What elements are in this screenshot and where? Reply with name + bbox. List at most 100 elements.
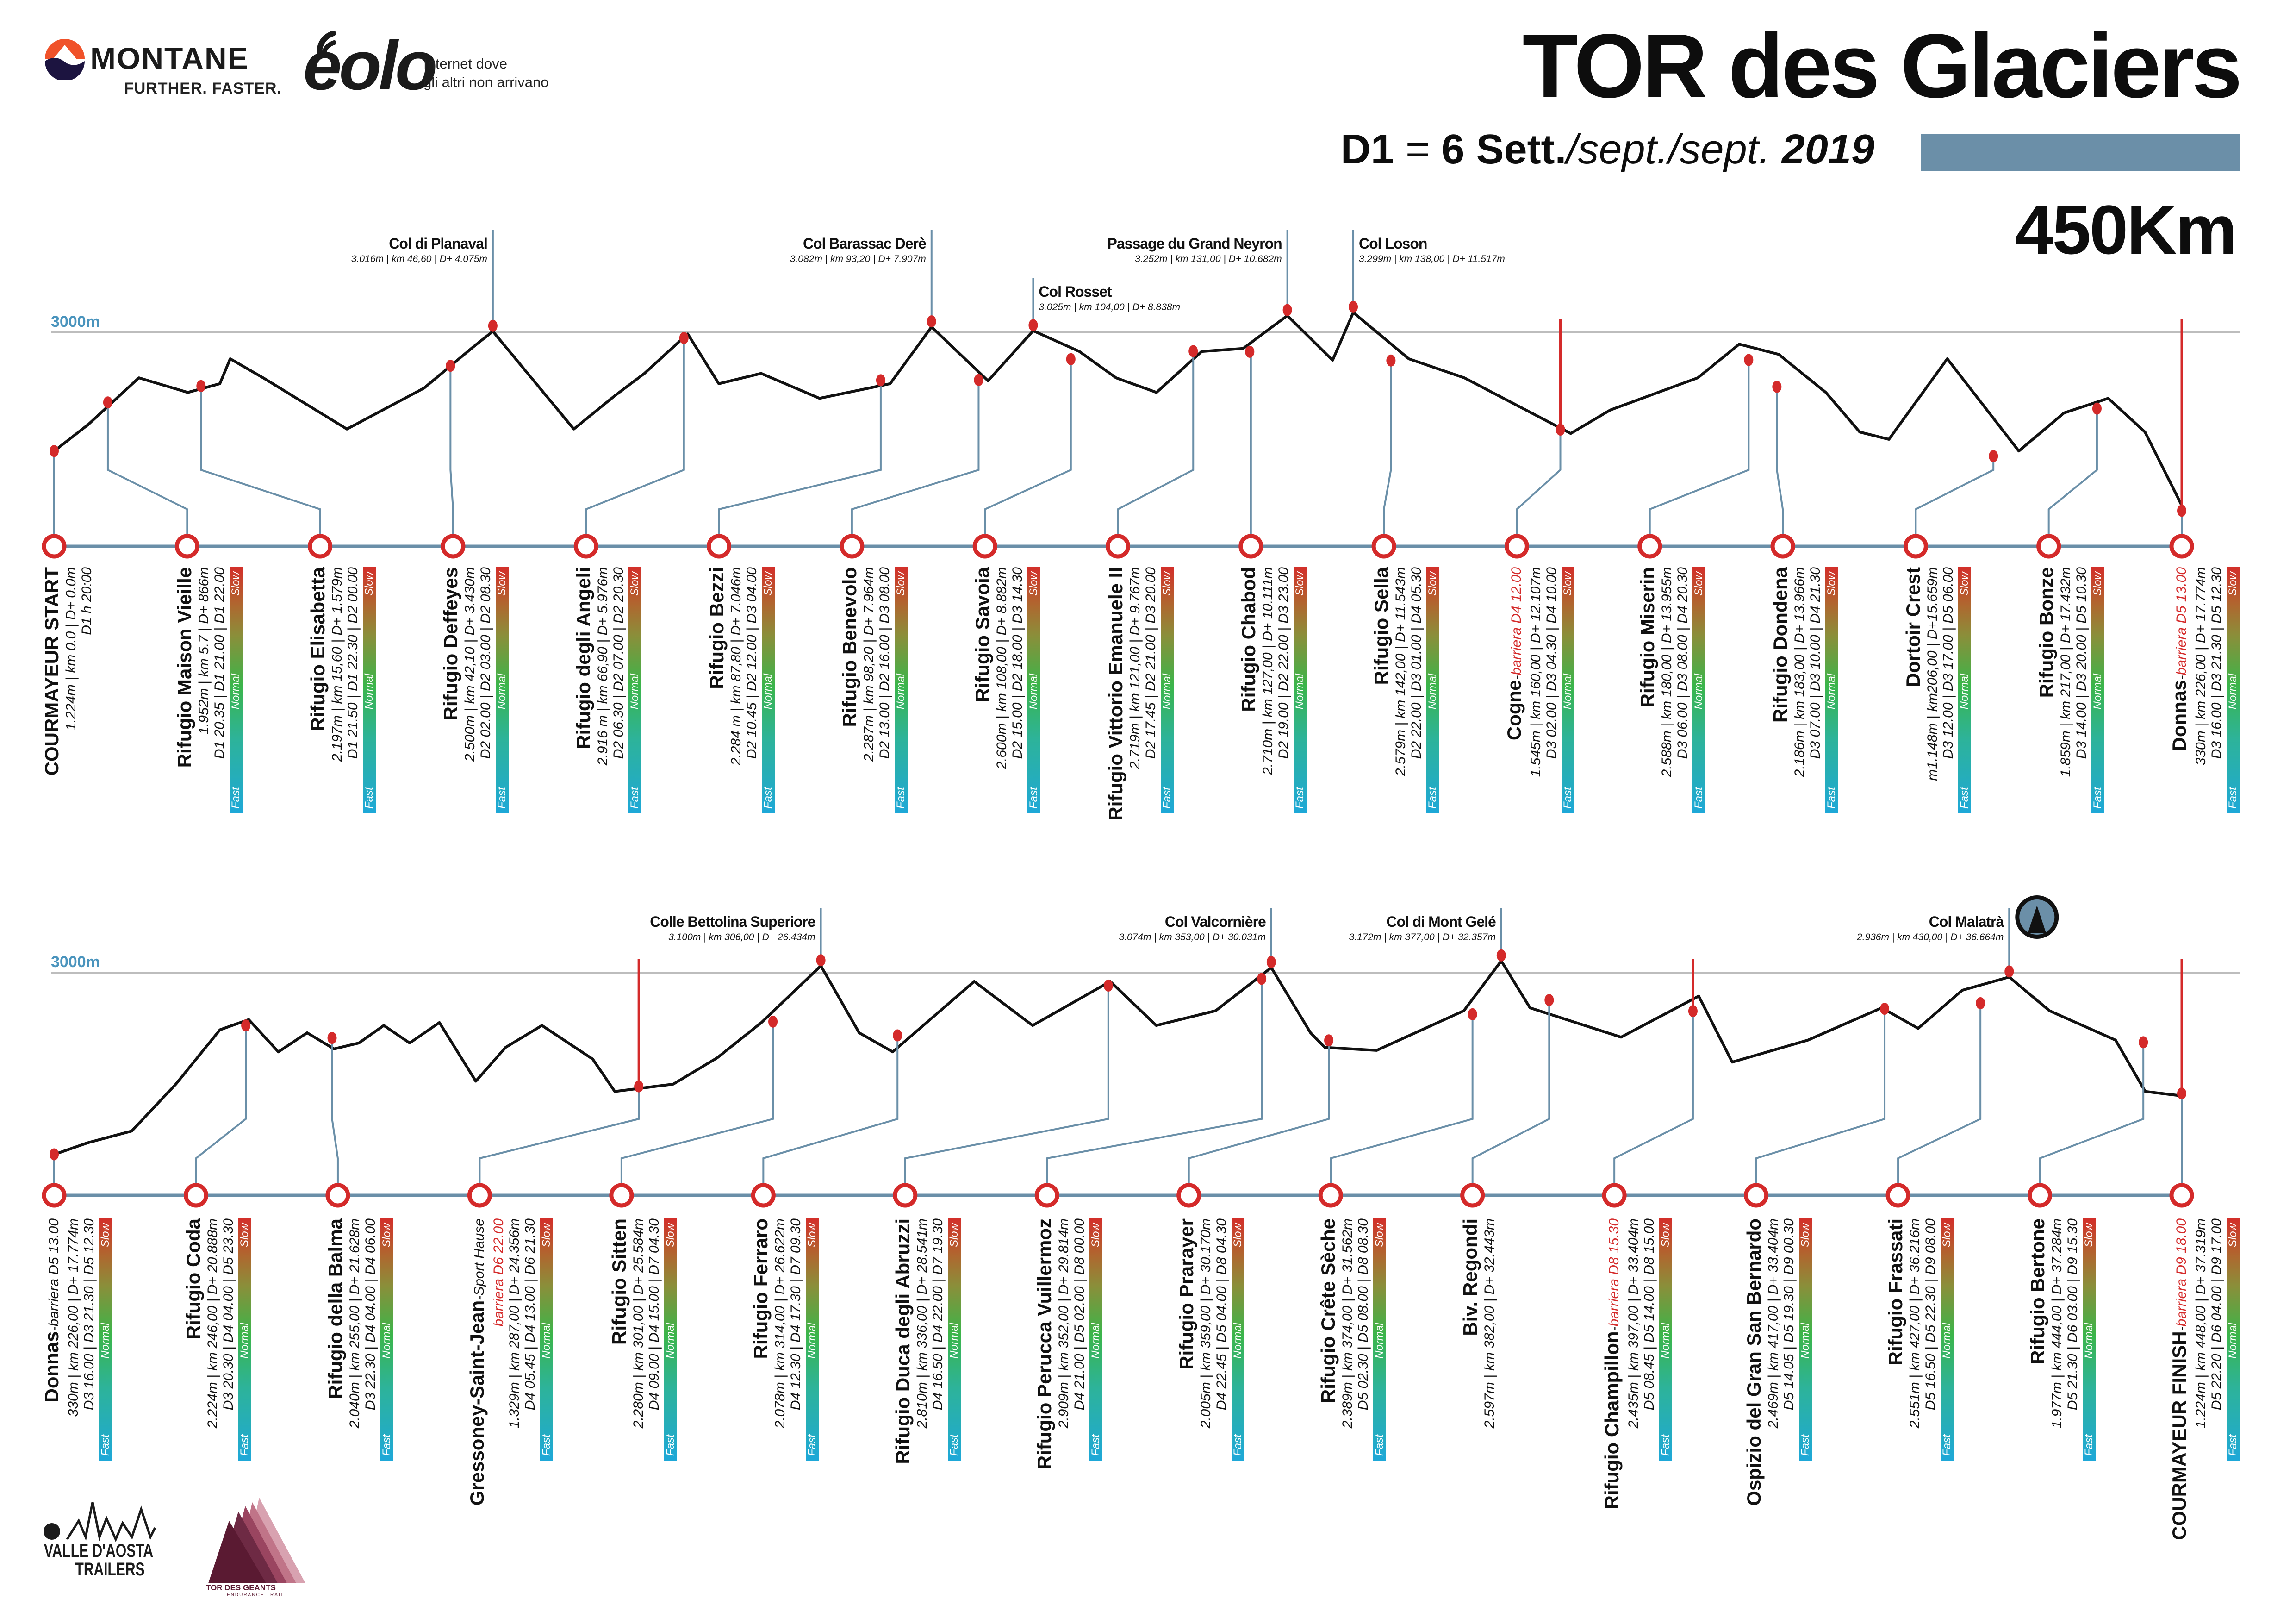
station-label: Rifugio Chabod 2.710m | km 127,00 | D+ 10… [1237, 567, 1307, 826]
station-times-line: D3 12.00 | D3 17.00 | D5 06.00 [1941, 567, 1956, 826]
speed-slow-label: Slow [1659, 1223, 1672, 1248]
speed-slow-label: Slow [1692, 572, 1705, 596]
station-label: Rifugio Prarayer 2.005m | km 359,00 | D+ … [1175, 1218, 1244, 1584]
station-stats: 2.078m | km 314,00 | D+ 26.622m [772, 1218, 788, 1429]
station-times: D5 21.30 | D6 03.00 | D9 15.30 [2065, 1218, 2080, 1411]
station-times-line: D3 22.30 | D4 04.00 | D4 06.00 [363, 1218, 379, 1584]
peak-label: Passage du Grand Neyron 3.252m | km 131,0… [1108, 234, 1282, 266]
station-marker [1637, 354, 1754, 559]
station-stats-line: 2.710m | km 127,00 | D+ 10.111m [1260, 567, 1276, 826]
station-marker [972, 353, 1076, 559]
peak-stats: 3.074m | km 353,00 | D+ 30.031m [1119, 932, 1266, 943]
speed-slow-label: Slow [664, 1223, 677, 1248]
station-connector-line [851, 380, 980, 546]
station-stats-line: 1.977m | km 444,00 | D+ 37.284m [2049, 1218, 2065, 1584]
speed-slow-label: Slow [806, 1223, 819, 1248]
station-marker [196, 380, 333, 559]
station-name-line: Donnas - barriera D5 13.00 [2168, 567, 2193, 826]
station-times: D4 16.50 | D4 22.00 | D7 19.30 [930, 1218, 946, 1411]
speed-fast-label: Fast [947, 1434, 960, 1456]
station-circle-icon [183, 1183, 208, 1208]
station-name-line: Rifugio Miserin [1636, 567, 1659, 826]
station-stats-line: 2.284 m | km 87,80 | D+ 7.046m [728, 567, 744, 826]
station-label: Rifugio Champillon - barriera D8 15.30 2.… [1600, 1218, 1673, 1584]
station-circle-icon [467, 1183, 492, 1208]
speed-slow-label: Slow [1231, 1223, 1244, 1248]
peak-stats: 3.172m | km 377,00 | D+ 32.357m [1349, 932, 1496, 943]
station-dot [1188, 345, 1198, 357]
station-name-line: Rifugio degli Angeli [572, 567, 595, 826]
station-name: Rifugio della Balma [324, 1218, 346, 1399]
station-dot [327, 1032, 337, 1044]
station-circle-icon [2169, 1183, 2194, 1208]
station-name-line: Rifugio Champillon - barriera D8 15.30 [1600, 1218, 1626, 1584]
station-times-line: D4 22.45 | D5 04.00 | D8 04.30 [1214, 1218, 1230, 1584]
station-label: COURMAYEUR START 1.224m | km 0.0 | D+ 0.0… [40, 567, 95, 826]
speed-normal-label: Normal [1562, 674, 1574, 710]
speed-fast-label: Fast [1231, 1434, 1244, 1456]
station-times-line: D5 22.20 | D6 04.00 | D9 17.00 [2209, 1218, 2225, 1584]
station-dot [1468, 1008, 1477, 1020]
station-note: Sport Hause [472, 1218, 487, 1296]
station-stats: 2.810m | km 336,00 | D+ 28.541m [914, 1218, 930, 1429]
speed-fast-label: Fast [1692, 787, 1705, 809]
station-dot [1688, 1005, 1698, 1018]
speed-gradient-bar: Fast Normal Slow [1293, 567, 1307, 813]
station-label: Gressoney-Saint-Jean - Sport Hause barrie… [466, 1218, 554, 1584]
station-times: D3 02.00 | D3 04.30 | D4 10.00 [1544, 567, 1560, 759]
station-connector-line [1046, 979, 1263, 1195]
station-times: D4 05.45 | D4 13.00 | D6 21.30 [523, 1218, 538, 1411]
station-circle-icon [751, 1183, 776, 1208]
station-circle-icon [2036, 534, 2061, 559]
station-times: D1 h 20:00 [79, 567, 94, 635]
station-connector-line [331, 1038, 339, 1195]
speed-bar-wrap: Fast Normal Slow [1941, 1218, 1954, 1584]
station-label: Rifugio della Balma 2.040m | km 255,00 | … [324, 1218, 393, 1584]
station-name-line: Rifugio della Balma [324, 1218, 347, 1584]
station-marker [573, 332, 689, 559]
station-connector-line [1649, 360, 1750, 546]
station-times: D5 08.45 | D5 14.00 | D8 15.00 [1642, 1218, 1657, 1411]
station-stats-line: 2.500m | km 42,10 | D+ 3.430m [462, 567, 478, 826]
speed-slow-label: Slow [1089, 1223, 1102, 1248]
race-distance: 450Km [2015, 191, 2237, 269]
speed-gradient-bar: Fast Normal Slow [1798, 1218, 1812, 1461]
station-dot [2177, 505, 2186, 517]
station-name-line: Dortoir Crest [1902, 567, 1925, 826]
station-times: D3 22.30 | D4 04.00 | D4 06.00 [362, 1218, 378, 1411]
eolo-signal-icon [317, 31, 336, 55]
speed-slow-label: Slow [1958, 572, 1971, 596]
station-dot [1386, 354, 1396, 367]
speed-fast-label: Fast [1027, 787, 1040, 809]
station-connector-line [2039, 1042, 2145, 1195]
station-circle-icon [573, 534, 598, 559]
station-label: COURMAYEUR FINISH - barriera D9 18.00 1.2… [2168, 1218, 2240, 1584]
speed-fast-label: Fast [894, 787, 907, 809]
station-circle-icon [1637, 534, 1662, 559]
station-circle-icon [1176, 1183, 1201, 1208]
speed-slow-label: Slow [380, 1223, 393, 1248]
station-name: Rifugio Savoia [971, 567, 994, 702]
speed-bar-wrap: Fast Normal Slow [1562, 567, 1575, 826]
speed-gradient-bar: Fast Normal Slow [1562, 567, 1575, 813]
station-name: Gressoney-Saint-Jean [466, 1300, 488, 1506]
peak-stats: 3.025m | km 104,00 | D+ 8.838m [1039, 302, 1181, 312]
eolo-logo-text: eolo [303, 26, 437, 104]
speed-bar-wrap: Fast Normal Slow [894, 567, 908, 826]
speed-gradient-bar: Fast Normal Slow [1373, 1218, 1387, 1461]
speed-slow-label: Slow [761, 572, 774, 596]
speed-gradient-bar: Fast Normal Slow [380, 1218, 393, 1461]
station-name: Rifugio Miserin [1636, 567, 1658, 708]
speed-slow-label: Slow [628, 572, 641, 596]
speed-slow-label: Slow [1798, 1223, 1811, 1248]
date-main: 6 Sett. [1441, 126, 1567, 173]
station-dot [679, 332, 689, 344]
speed-slow-label: Slow [1373, 1223, 1386, 1248]
speed-bar-wrap: Fast Normal Slow [495, 567, 509, 826]
station-name: Rifugio Prarayer [1175, 1218, 1197, 1370]
speed-normal-label: Normal [2227, 1323, 2239, 1359]
station-stats: 2.500m | km 42,10 | D+ 3.430m [462, 567, 478, 762]
station-name: Rifugio Perucca Vuillermoz [1033, 1218, 1056, 1470]
station-stats-line: 1.859m | km 217,00 | D+ 17.432m [2058, 567, 2074, 826]
